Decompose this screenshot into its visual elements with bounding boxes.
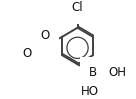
Text: OH: OH bbox=[109, 66, 127, 79]
Text: HO: HO bbox=[81, 85, 99, 98]
Text: B: B bbox=[89, 66, 97, 79]
Text: O: O bbox=[23, 47, 32, 60]
Text: Cl: Cl bbox=[72, 1, 83, 14]
Text: O: O bbox=[40, 29, 49, 42]
